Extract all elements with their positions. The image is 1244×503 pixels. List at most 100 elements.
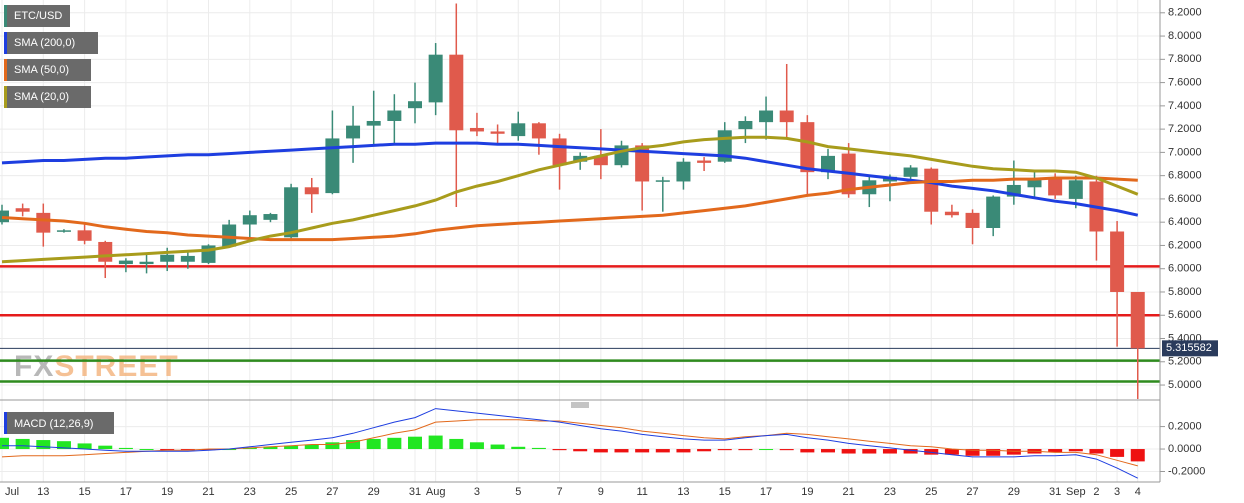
legend-label: SMA (50,0)	[14, 64, 69, 76]
histogram-bar	[490, 444, 505, 450]
y-tick-label: 8.0000	[1168, 30, 1202, 42]
x-tick-label: 3	[1114, 486, 1120, 498]
candle-body	[469, 127, 484, 132]
x-tick-label: 5	[515, 486, 521, 498]
histogram-bar	[573, 449, 588, 452]
macd-legend-swatch	[4, 412, 7, 434]
candle-body	[821, 155, 835, 173]
candle-body	[242, 215, 257, 225]
legend-box	[4, 5, 70, 27]
panel-handle[interactable]	[571, 402, 589, 408]
histogram-bar	[15, 438, 30, 450]
histogram-bar	[779, 449, 794, 451]
x-tick-label: 2	[1093, 486, 1099, 498]
y-tick-label: 7.4000	[1168, 100, 1202, 112]
sma-line	[1, 141, 1139, 217]
candle-body	[965, 212, 980, 228]
y-tick-label: 5.0000	[1168, 379, 1202, 391]
candle-body	[15, 208, 30, 212]
legend-box	[4, 86, 91, 108]
candle-body	[759, 110, 774, 123]
x-tick-label: 29	[368, 486, 380, 498]
histogram-bar	[387, 437, 402, 450]
x-tick-label: 23	[884, 486, 896, 498]
histogram-bar	[862, 449, 877, 454]
histogram-bar	[242, 447, 257, 450]
candle-body	[408, 101, 422, 109]
candle-body	[924, 168, 939, 212]
histogram-bar	[986, 449, 1001, 456]
candle-body	[738, 120, 753, 130]
legend: ETC/USD SMA (200,0) SMA (50,0) SMA (20,0)	[4, 5, 98, 108]
y-tick-label: 5.8000	[1168, 286, 1202, 298]
candle-body	[800, 122, 815, 173]
histogram-bar	[924, 449, 939, 455]
candle-body	[593, 155, 608, 166]
candle-body	[1110, 231, 1125, 292]
histogram-bar	[965, 449, 980, 456]
candle-body	[366, 120, 381, 126]
histogram-bar	[841, 449, 856, 454]
histogram-bar	[77, 443, 92, 450]
candle-body	[180, 255, 195, 262]
candle-body	[1027, 177, 1042, 188]
candle-body	[676, 161, 691, 182]
candle-body	[118, 260, 133, 265]
histogram-bar	[408, 436, 422, 450]
candle-body	[552, 138, 567, 166]
histogram-bar	[346, 440, 361, 450]
macd-title: MACD (12,26,9)	[14, 418, 93, 430]
histogram-bar	[614, 449, 629, 453]
x-tick-label: 7	[556, 486, 562, 498]
histogram-bar	[717, 449, 732, 451]
candle-body	[779, 110, 794, 123]
histogram-bar	[1068, 449, 1083, 452]
histogram-bar	[1130, 449, 1145, 462]
watermark: FXSTREET	[14, 350, 179, 383]
legend-label: ETC/USD	[14, 10, 62, 22]
price-tag	[1162, 340, 1218, 357]
x-tick-label: 29	[1008, 486, 1020, 498]
candle-body	[160, 254, 175, 262]
legend-swatch	[4, 32, 7, 54]
y-tick-label: 7.6000	[1168, 76, 1202, 88]
y-tick-label: 5.6000	[1168, 309, 1202, 321]
y-tick-label: 6.4000	[1168, 216, 1202, 228]
histogram-bar	[428, 435, 443, 450]
histogram-bar	[552, 449, 567, 451]
x-tick-label: 13	[677, 486, 689, 498]
histogram-bar	[304, 444, 319, 450]
histogram-bar	[139, 449, 154, 451]
x-tick-label: 27	[966, 486, 978, 498]
x-tick-label: 27	[326, 486, 338, 498]
x-tick-label: 21	[843, 486, 855, 498]
histogram-bar	[882, 449, 897, 454]
y-tick-label: 5.2000	[1168, 356, 1202, 368]
legend-swatch	[4, 5, 7, 27]
x-tick-label: 21	[202, 486, 214, 498]
y-tick-label: 7.2000	[1168, 123, 1202, 135]
plot	[0, 3, 1160, 479]
x-tick-label: 3	[474, 486, 480, 498]
candle-body	[139, 261, 154, 265]
candle-body	[222, 224, 237, 247]
histogram-bar	[0, 437, 9, 450]
y-tick-label: 6.2000	[1168, 239, 1202, 251]
legend-swatch	[4, 86, 7, 108]
candle-body	[325, 138, 340, 194]
histogram-bar	[1006, 449, 1021, 455]
histogram-bar	[366, 438, 381, 450]
x-tick-label: 31	[1049, 486, 1061, 498]
x-tick-label: 17	[120, 486, 132, 498]
candle-body	[98, 241, 113, 262]
candle-body	[1048, 177, 1063, 196]
x-tick-label: 4	[1135, 486, 1141, 498]
x-tick-label: 31	[409, 486, 421, 498]
histogram-bar	[1110, 449, 1125, 457]
y-tick-label: 6.6000	[1168, 193, 1202, 205]
candle-body	[1068, 180, 1083, 199]
histogram-bar	[1048, 449, 1063, 453]
histogram-bar	[759, 449, 774, 451]
legend-box	[4, 59, 91, 81]
x-tick-label: 15	[78, 486, 90, 498]
